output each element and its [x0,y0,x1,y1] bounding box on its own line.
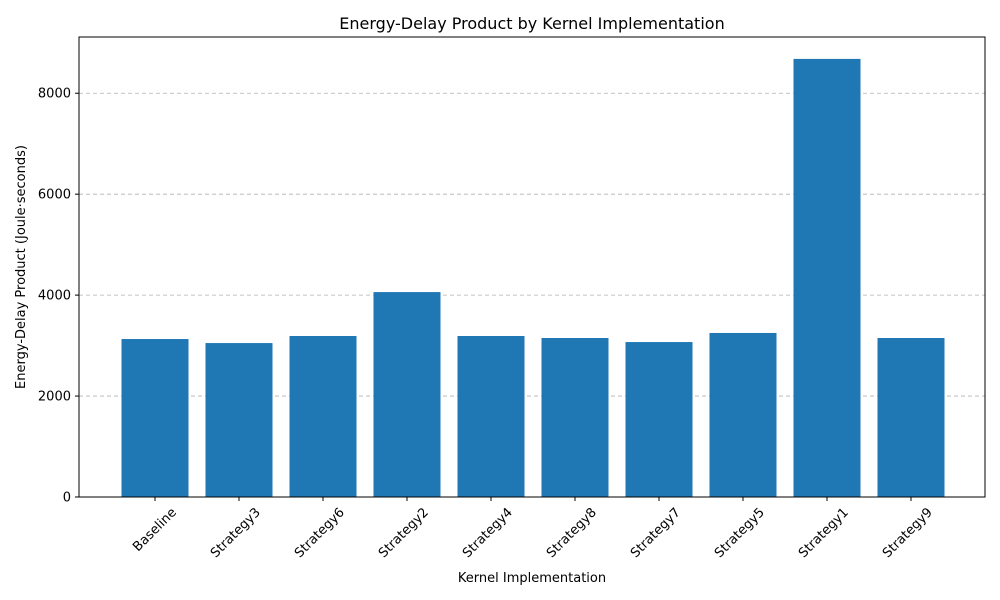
x-tick-label: Strategy5 [712,505,768,561]
bars-layer [121,58,945,498]
bar-strategy5 [709,332,777,497]
x-tick-label: Strategy2 [376,505,432,561]
bar-strategy1 [793,58,861,498]
x-tick-label: Strategy6 [292,505,348,561]
chart-title: Energy-Delay Product by Kernel Implement… [339,14,724,33]
bar-strategy8 [541,338,609,497]
y-tick-label: 8000 [38,87,71,102]
x-tick-label: Strategy8 [544,505,600,561]
y-tick-label: 6000 [38,188,71,203]
x-tick-label: Strategy9 [880,505,936,561]
y-tick-label: 2000 [38,390,71,405]
bar-strategy2 [373,292,441,497]
x-tick-label: Strategy3 [208,505,264,561]
x-tick-label: Strategy4 [460,505,516,561]
x-tick-label: Baseline [130,505,180,555]
plot-frame [78,36,986,498]
bar-strategy7 [625,342,693,497]
x-tick-label: Strategy1 [796,505,852,561]
y-tick-label: 0 [63,491,71,506]
x-tick-label: Strategy7 [628,505,684,561]
bar-strategy4 [457,335,525,497]
x-axis-label: Kernel Implementation [458,571,606,586]
bar-strategy9 [877,338,945,497]
bar-strategy3 [205,343,273,497]
y-axis-label: Energy-Delay Product (Joule·seconds) [14,145,29,389]
y-tick-label: 4000 [38,289,71,304]
bar-baseline [121,339,189,497]
bar-strategy6 [289,335,357,497]
